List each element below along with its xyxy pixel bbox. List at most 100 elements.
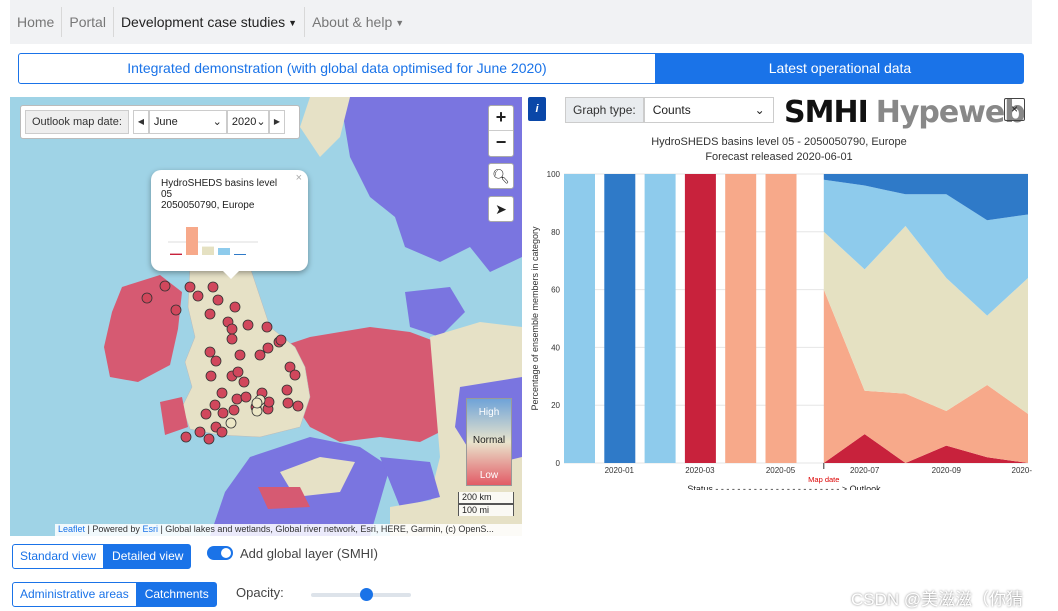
station-marker (234, 349, 246, 361)
y-tick-label: 0 (556, 459, 561, 468)
next-month-button[interactable]: ▶ (268, 110, 285, 134)
x-tick-label: 2020-03 (685, 466, 715, 475)
smhi-hypeweb-logo: SMHI Hypeweb (784, 95, 1026, 130)
close-panel-button[interactable]: × (1004, 98, 1025, 121)
y-tick-label: 40 (551, 343, 560, 352)
station-marker (292, 400, 304, 412)
north-sea-islands (300, 97, 350, 157)
nav-about-label: About & help (312, 14, 393, 30)
status-bar (564, 174, 595, 463)
chart-panel: i Graph type: Counts ⌄ SMHI Hypeweb × Hydr… (526, 95, 1032, 515)
station-marker (238, 376, 250, 388)
y-tick-label: 60 (551, 286, 560, 295)
alps-region (380, 457, 440, 507)
outlook-area (823, 179, 1028, 316)
nav-home-label: Home (17, 14, 55, 30)
station-marker (261, 321, 273, 333)
zoom-control: + − (488, 105, 514, 157)
station-marker (254, 349, 266, 361)
catchments-button[interactable]: Catchments (136, 582, 217, 607)
year-select[interactable]: 2020 ⌄ (226, 110, 269, 134)
station-marker (251, 397, 263, 409)
nav-home[interactable]: Home (10, 7, 63, 37)
station-marker (194, 426, 206, 438)
map-date-label: Map date (808, 475, 839, 484)
x-tick-label: 2020-07 (850, 466, 880, 475)
popup-bar (234, 254, 246, 255)
administrative-areas-button[interactable]: Administrative areas (12, 582, 137, 607)
nav-dev-label: Development case studies (120, 14, 286, 30)
station-marker (275, 334, 287, 346)
legend-low: Low (479, 470, 499, 481)
zoom-in-button[interactable]: + (489, 106, 513, 131)
station-marker (289, 369, 301, 381)
graph-type-select[interactable]: Counts ⌄ (643, 97, 774, 123)
integrated-demonstration-button[interactable]: Integrated demonstration (with global da… (18, 53, 656, 84)
station-marker (184, 281, 196, 293)
previous-month-button[interactable]: ◀ (132, 110, 149, 134)
global-layer-switch[interactable] (207, 546, 233, 560)
outlook-date-label: Outlook map date: (25, 110, 129, 134)
nav-development-case-studies[interactable]: Development case studies ▼ (114, 7, 306, 37)
top-navbar: Home Portal Development case studies ▼ Ab… (10, 0, 1032, 44)
x-axis-label: Status - - - - - - - - - - - - - - - - -… (687, 484, 881, 490)
station-marker (141, 292, 153, 304)
popup-mini-chart (168, 227, 258, 255)
scale-bar: 200 km 100 mi (458, 492, 514, 516)
opacity-slider[interactable] (311, 588, 411, 601)
x-tick-label: 2020-05 (766, 466, 796, 475)
graph-type-value: Counts (652, 103, 691, 117)
map-attribution: Leaflet | Powered by Esri | Global lakes… (55, 524, 522, 536)
station-marker (180, 431, 192, 443)
outlook-area (823, 434, 1028, 463)
nav-about-help[interactable]: About & help ▼ (305, 7, 411, 37)
status-bar (725, 174, 757, 463)
station-marker (204, 308, 216, 320)
station-marker (232, 366, 244, 378)
station-marker (170, 304, 182, 316)
month-select[interactable]: June ⌄ (148, 110, 227, 134)
chart-title: HydroSHEDS basins level 05 - 2050050790,… (651, 136, 907, 148)
popup-bar (218, 248, 230, 255)
y-tick-label: 80 (551, 228, 560, 237)
station-marker (263, 396, 275, 408)
search-button[interactable]: 🔍︎ (488, 163, 514, 189)
station-marker (203, 433, 215, 445)
close-icon[interactable]: × (295, 172, 302, 184)
status-bar (644, 174, 676, 463)
station-marker (226, 323, 238, 335)
locate-arrow-icon: ➤ (495, 201, 507, 217)
map-canvas (104, 97, 522, 536)
outlook-area (823, 289, 1028, 463)
nav-portal[interactable]: Portal (62, 7, 114, 37)
global-layer-label: Add global layer (SMHI) (240, 546, 378, 561)
station-marker (205, 370, 217, 382)
info-button[interactable]: i (528, 97, 546, 121)
station-marker (229, 301, 241, 313)
map[interactable]: Outlook map date: ◀ June ⌄ 2020 ⌄ ▶ + − 🔍︎… (10, 97, 522, 536)
station-marker (159, 280, 171, 292)
legend-high: High (478, 407, 500, 418)
esri-link[interactable]: Esri (142, 524, 158, 534)
caret-down-icon: ▼ (288, 18, 298, 28)
station-marker (204, 346, 216, 358)
watermark: CSDN @美滋滋（你猜 (851, 590, 1024, 609)
station-marker (240, 391, 252, 403)
popup-bar (186, 227, 198, 255)
opacity-label: Opacity: (236, 585, 284, 600)
brittany-region (258, 487, 310, 509)
station-marker (281, 384, 293, 396)
standard-view-button[interactable]: Standard view (12, 544, 105, 569)
zoom-out-button[interactable]: − (495, 132, 507, 152)
locate-button[interactable]: ➤ (488, 196, 514, 222)
station-marker (192, 290, 204, 302)
leaflet-link[interactable]: Leaflet (58, 524, 86, 534)
detailed-view-button[interactable]: Detailed view (104, 544, 192, 569)
popup-line-2: 05 (161, 189, 173, 200)
station-marker (282, 397, 294, 409)
x-tick-label: 2020-01 (605, 466, 635, 475)
popup-line-3: 2050050790, Europe (161, 200, 255, 211)
latest-operational-data-button[interactable]: Latest operational data (656, 53, 1024, 84)
opacity-slider-thumb[interactable] (360, 588, 373, 601)
x-tick-label: 2020-1 (1012, 466, 1032, 475)
